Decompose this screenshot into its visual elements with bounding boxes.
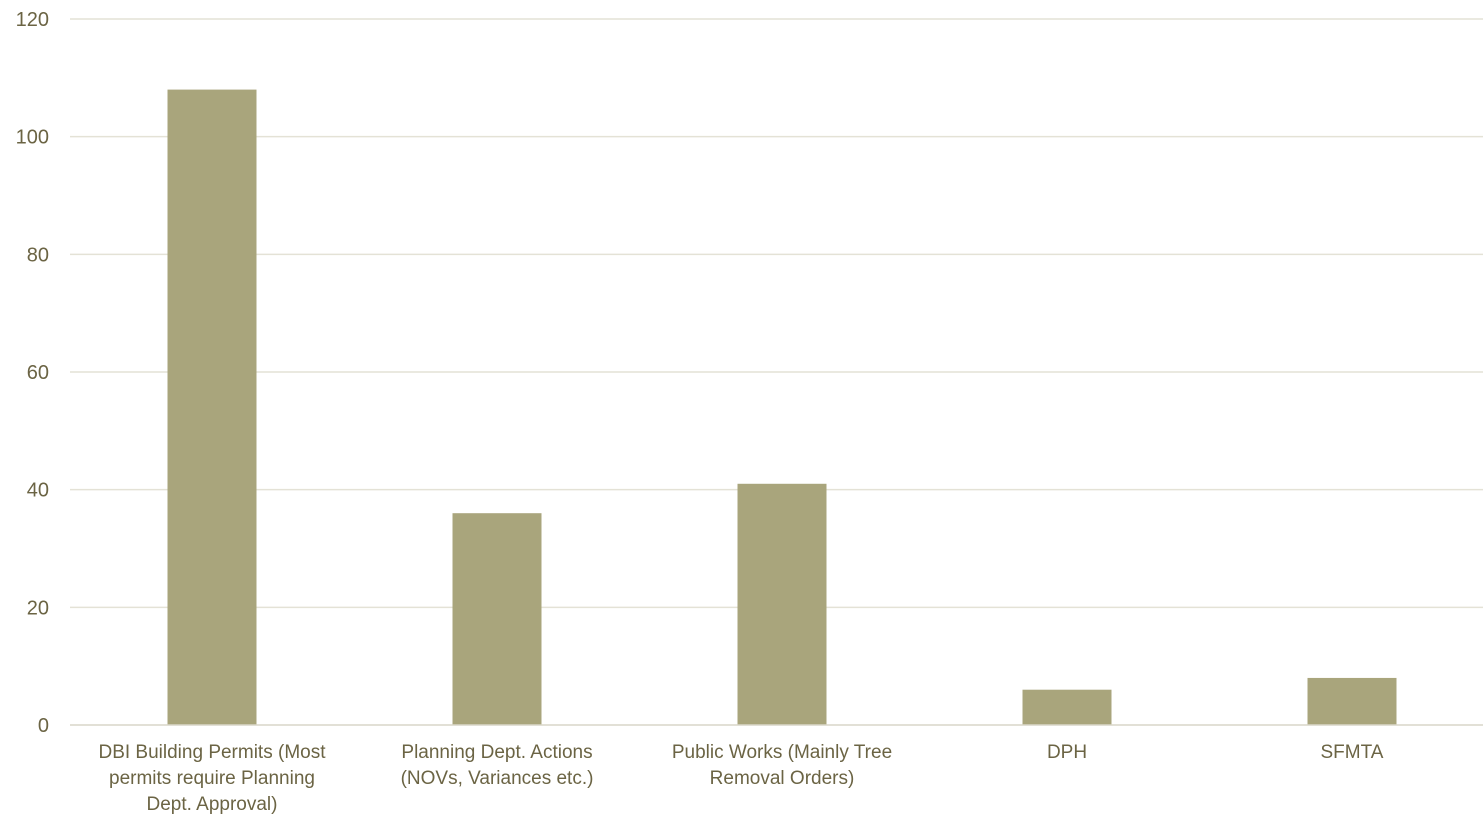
x-category-label-line: DBI Building Permits (Most [98, 742, 326, 763]
bar [452, 513, 542, 725]
y-tick-label: 0 [38, 715, 49, 737]
bar [737, 483, 827, 725]
y-tick-label: 80 [27, 244, 49, 266]
x-category-label: Planning Dept. Actions (NOVs, Variances e… [401, 742, 594, 789]
x-axis-category-labels: DBI Building Permits (Most permits requir… [98, 742, 1383, 815]
x-category-label-line: permits require Planning [109, 768, 315, 789]
y-tick-label: 120 [16, 9, 49, 31]
bars [167, 89, 1397, 726]
y-tick-label: 100 [16, 127, 49, 149]
gridlines [70, 18, 1483, 609]
x-category-label: DBI Building Permits (Most permits requir… [98, 742, 326, 815]
x-category-label: SFMTA [1321, 742, 1384, 763]
x-category-label-line: Removal Orders) [710, 768, 855, 789]
bar [1022, 689, 1112, 725]
x-category-label-line: (NOVs, Variances etc.) [401, 768, 594, 789]
y-tick-label: 40 [27, 480, 49, 502]
bar [167, 89, 257, 726]
x-category-label-line: SFMTA [1321, 742, 1384, 763]
x-category-label-line: Dept. Approval) [147, 794, 278, 815]
x-category-label: DPH [1047, 742, 1087, 763]
y-axis-tick-labels: 0 20 40 60 80 100 120 [16, 9, 49, 737]
bar [1307, 677, 1397, 725]
y-tick-label: 20 [27, 597, 49, 619]
x-category-label: Public Works (Mainly Tree Removal Orders) [672, 742, 892, 789]
x-category-label-line: Public Works (Mainly Tree [672, 742, 892, 763]
x-category-label-line: DPH [1047, 742, 1087, 763]
x-category-label-line: Planning Dept. Actions [401, 742, 592, 763]
y-tick-label: 60 [27, 362, 49, 384]
